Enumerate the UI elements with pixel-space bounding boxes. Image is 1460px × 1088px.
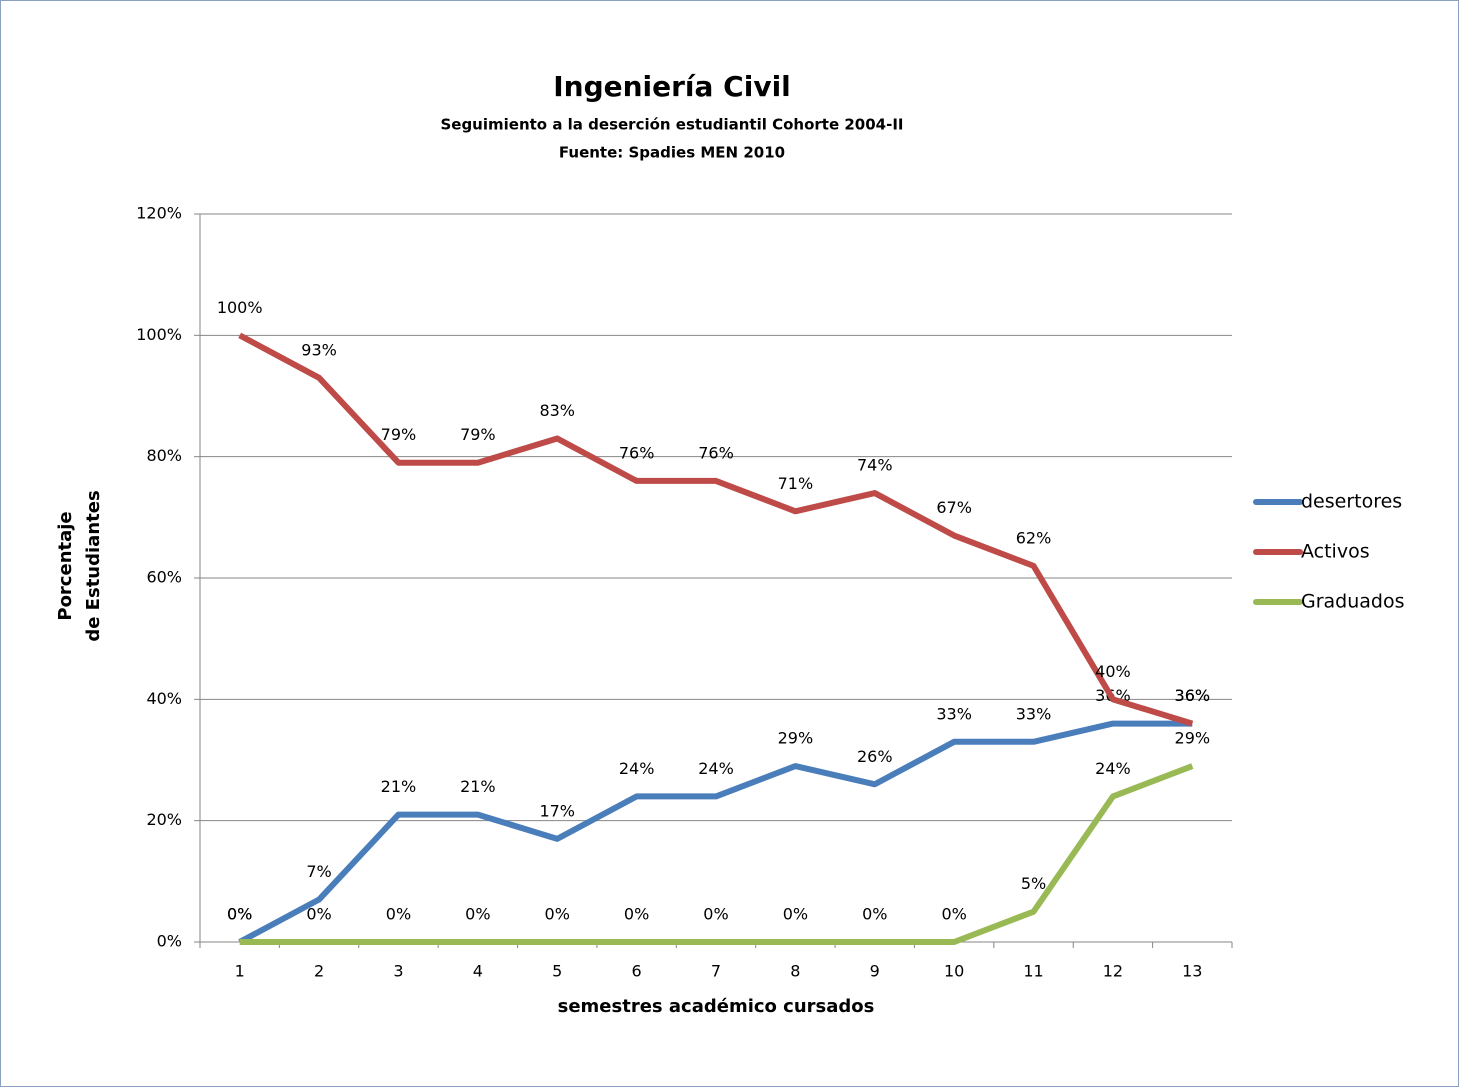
x-tick-label: 8 [790, 962, 800, 981]
chart-subtitle: Seguimiento a la deserción estudiantil C… [440, 116, 903, 134]
x-tick-label: 11 [1023, 962, 1043, 981]
data-label: 0% [227, 905, 252, 924]
data-line [238, 720, 1193, 945]
data-label: 83% [539, 401, 575, 420]
y-axis-label: de Estudiantes [83, 490, 104, 641]
x-tick-label: 1 [235, 962, 245, 981]
x-tick-label: 13 [1182, 962, 1202, 981]
data-label: 21% [460, 777, 496, 796]
legend-label: desertores [1301, 491, 1402, 513]
y-tick-label: 60% [146, 568, 182, 587]
data-label: 0% [545, 905, 570, 924]
data-label: 79% [460, 425, 496, 444]
data-label: 0% [386, 905, 411, 924]
data-label: 0% [465, 905, 490, 924]
y-tick-label: 40% [146, 689, 182, 708]
y-axis-label: Porcentaje [55, 511, 76, 620]
data-label: 100% [217, 298, 263, 317]
data-label: 24% [698, 759, 734, 778]
data-label: 79% [381, 425, 417, 444]
data-label: 67% [936, 498, 972, 517]
data-label: 74% [857, 456, 893, 475]
data-label: 7% [306, 862, 331, 881]
chart-title: Ingeniería Civil [553, 70, 791, 103]
data-line [238, 332, 1194, 727]
x-tick-label: 7 [711, 962, 721, 981]
y-tick-label: 100% [136, 325, 182, 344]
data-label: 93% [301, 340, 337, 359]
data-label: 17% [539, 801, 575, 820]
data-label: 29% [778, 729, 814, 748]
data-label: 29% [1175, 729, 1211, 748]
y-tick-label: 20% [146, 810, 182, 829]
data-label: 36% [1175, 686, 1211, 705]
x-tick-label: 10 [944, 962, 964, 981]
data-label: 24% [619, 759, 655, 778]
x-tick-label: 2 [314, 962, 324, 981]
y-tick-label: 0% [157, 932, 182, 951]
x-tick-label: 3 [393, 962, 403, 981]
data-label: 62% [1016, 528, 1052, 547]
data-label: 33% [1016, 704, 1052, 723]
data-label: 76% [619, 443, 655, 462]
x-tick-label: 5 [552, 962, 562, 981]
data-label: 5% [1021, 874, 1046, 893]
data-label: 0% [227, 905, 252, 924]
data-label: 33% [936, 704, 972, 723]
data-label: 21% [381, 777, 417, 796]
x-tick-label: 4 [473, 962, 483, 981]
x-tick-label: 12 [1103, 962, 1123, 981]
data-label: 36% [1175, 686, 1211, 705]
x-tick-label: 9 [870, 962, 880, 981]
legend-label: Graduados [1301, 591, 1405, 613]
data-line [239, 763, 1194, 945]
data-label: 0% [306, 905, 331, 924]
data-label: 0% [703, 905, 728, 924]
data-label: 0% [624, 905, 649, 924]
x-tick-label: 6 [632, 962, 642, 981]
data-label: 0% [941, 905, 966, 924]
data-label: 26% [857, 747, 893, 766]
y-tick-label: 80% [146, 446, 182, 465]
x-axis-label: semestres académico cursados [558, 996, 875, 1017]
chart-subtitle: Fuente: Spadies MEN 2010 [559, 144, 785, 162]
y-tick-label: 120% [136, 204, 182, 223]
data-label: 0% [862, 905, 887, 924]
data-label: 76% [698, 443, 734, 462]
data-label: 71% [778, 474, 814, 493]
data-label: 40% [1095, 662, 1131, 681]
legend-label: Activos [1301, 541, 1370, 563]
data-label: 0% [783, 905, 808, 924]
data-label: 24% [1095, 759, 1131, 778]
